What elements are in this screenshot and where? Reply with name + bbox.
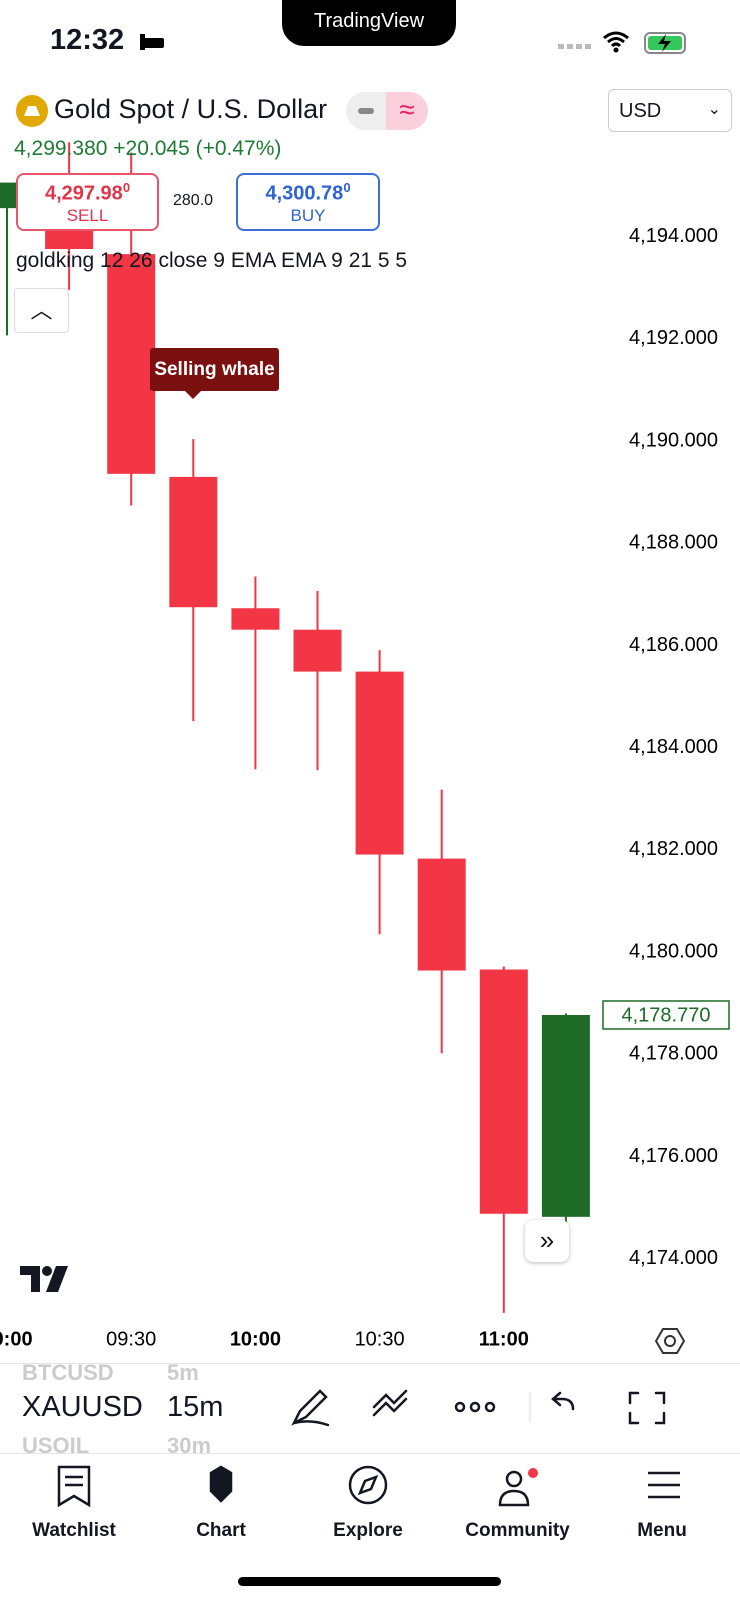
nav-watchlist[interactable]: Watchlist	[14, 1465, 134, 1542]
x-tick-label: 09:30	[106, 1328, 156, 1350]
y-tick-label: 4,184.000	[629, 736, 718, 758]
candle-body	[541, 1014, 590, 1217]
nav-explore[interactable]: Explore	[308, 1465, 428, 1542]
scroll-button[interactable]: »	[525, 1220, 569, 1262]
sell-label: SELL	[66, 205, 109, 225]
spread: 280.0	[173, 192, 214, 209]
currency: USD	[619, 100, 662, 122]
buy-price: 4,300.78	[265, 182, 344, 205]
sell-button[interactable]: 4,297.980 SELL	[16, 173, 159, 231]
y-tick-label: 4,182.000	[629, 838, 718, 860]
y-tick-label: 4,178.000	[629, 1043, 718, 1065]
nav-chart[interactable]: Chart	[161, 1465, 281, 1542]
nav-community[interactable]: Community	[445, 1465, 590, 1542]
nav-label: Menu	[637, 1520, 687, 1541]
home-indicator	[238, 1577, 501, 1586]
y-tick-label: 4,194.000	[629, 225, 718, 247]
currency-select[interactable]: USD ⌄	[608, 89, 732, 132]
x-tick-label: 09:00	[0, 1328, 33, 1350]
nav-label: Explore	[333, 1520, 403, 1541]
nav-label: Community	[465, 1520, 570, 1541]
symbol[interactable]: XAUUSD	[22, 1391, 143, 1423]
interval-next[interactable]: 30m	[167, 1433, 212, 1458]
buy-button[interactable]: 4,300.780 BUY	[236, 173, 380, 231]
collapse-button[interactable]: ︿	[14, 288, 69, 333]
buy-label: BUY	[290, 205, 326, 225]
annotation: Selling whale	[150, 348, 279, 399]
change: +20.045 (+0.47%)	[113, 137, 282, 160]
y-tick-label: 4,192.000	[629, 327, 718, 349]
indicator[interactable]: goldking 12 26 close 9 EMA EMA 9 21 5 5	[16, 249, 408, 272]
interval[interactable]: 15m	[167, 1391, 224, 1423]
nav-label: Chart	[196, 1520, 246, 1541]
y-tick-label: 4,174.000	[629, 1247, 718, 1269]
settings-icon[interactable]	[655, 1326, 685, 1356]
divider	[0, 1453, 740, 1454]
gold-icon	[16, 95, 48, 127]
symbol-title[interactable]: Gold Spot / U.S. Dollar	[54, 94, 328, 124]
tv-logo	[20, 1266, 68, 1292]
last-price-label: 4,178.770	[622, 1004, 711, 1026]
toolbar-icons[interactable]	[290, 1385, 740, 1429]
status-icons	[558, 31, 686, 54]
candle-body	[169, 476, 218, 608]
toggle[interactable]: ≈	[346, 92, 428, 130]
candle-body	[355, 671, 404, 855]
interval-prev[interactable]: 5m	[167, 1360, 199, 1385]
nav-label: Watchlist	[32, 1520, 116, 1541]
buy-digit: 0	[343, 180, 351, 195]
candle-body	[231, 608, 280, 630]
sell-digit: 0	[122, 180, 131, 195]
y-tick-label: 4,188.000	[629, 532, 718, 554]
x-tick-label: 11:00	[479, 1328, 529, 1350]
annotation-text: Selling whale	[154, 359, 275, 380]
y-tick-label: 4,186.000	[629, 634, 718, 656]
price: 4,299.380 +20.045 (+0.47%)	[14, 137, 281, 161]
divider	[0, 1363, 740, 1364]
symbol-prev[interactable]: BTCUSD	[22, 1360, 114, 1385]
last: 4,299.380	[14, 137, 108, 160]
chart: 4,174.000 4,176.000 4,178.000 4,180.000 4,18…	[0, 142, 730, 1350]
nav-icons	[57, 1465, 680, 1508]
nav-menu[interactable]: Menu	[602, 1465, 722, 1542]
last-price-box	[602, 1000, 730, 1030]
x-tick-label: 10:30	[355, 1328, 405, 1350]
sleep-icon	[140, 34, 164, 50]
candle-body	[479, 969, 528, 1214]
sell-price: 4,297.98	[44, 182, 123, 205]
notch-title: TradingView	[313, 10, 425, 32]
status-time: 12:32	[50, 24, 125, 56]
candle-body	[417, 858, 466, 971]
y-tick-label: 4,180.000	[629, 940, 718, 962]
candle-body	[45, 230, 94, 250]
symbol-next[interactable]: USOIL	[22, 1433, 90, 1458]
candle-body	[293, 629, 342, 672]
x-tick-label: 10:00	[230, 1328, 281, 1350]
notch: TradingView	[282, 0, 456, 46]
y-tick-label: 4,176.000	[629, 1145, 718, 1167]
candle-body	[107, 254, 156, 474]
y-tick-label: 4,190.000	[629, 429, 718, 451]
